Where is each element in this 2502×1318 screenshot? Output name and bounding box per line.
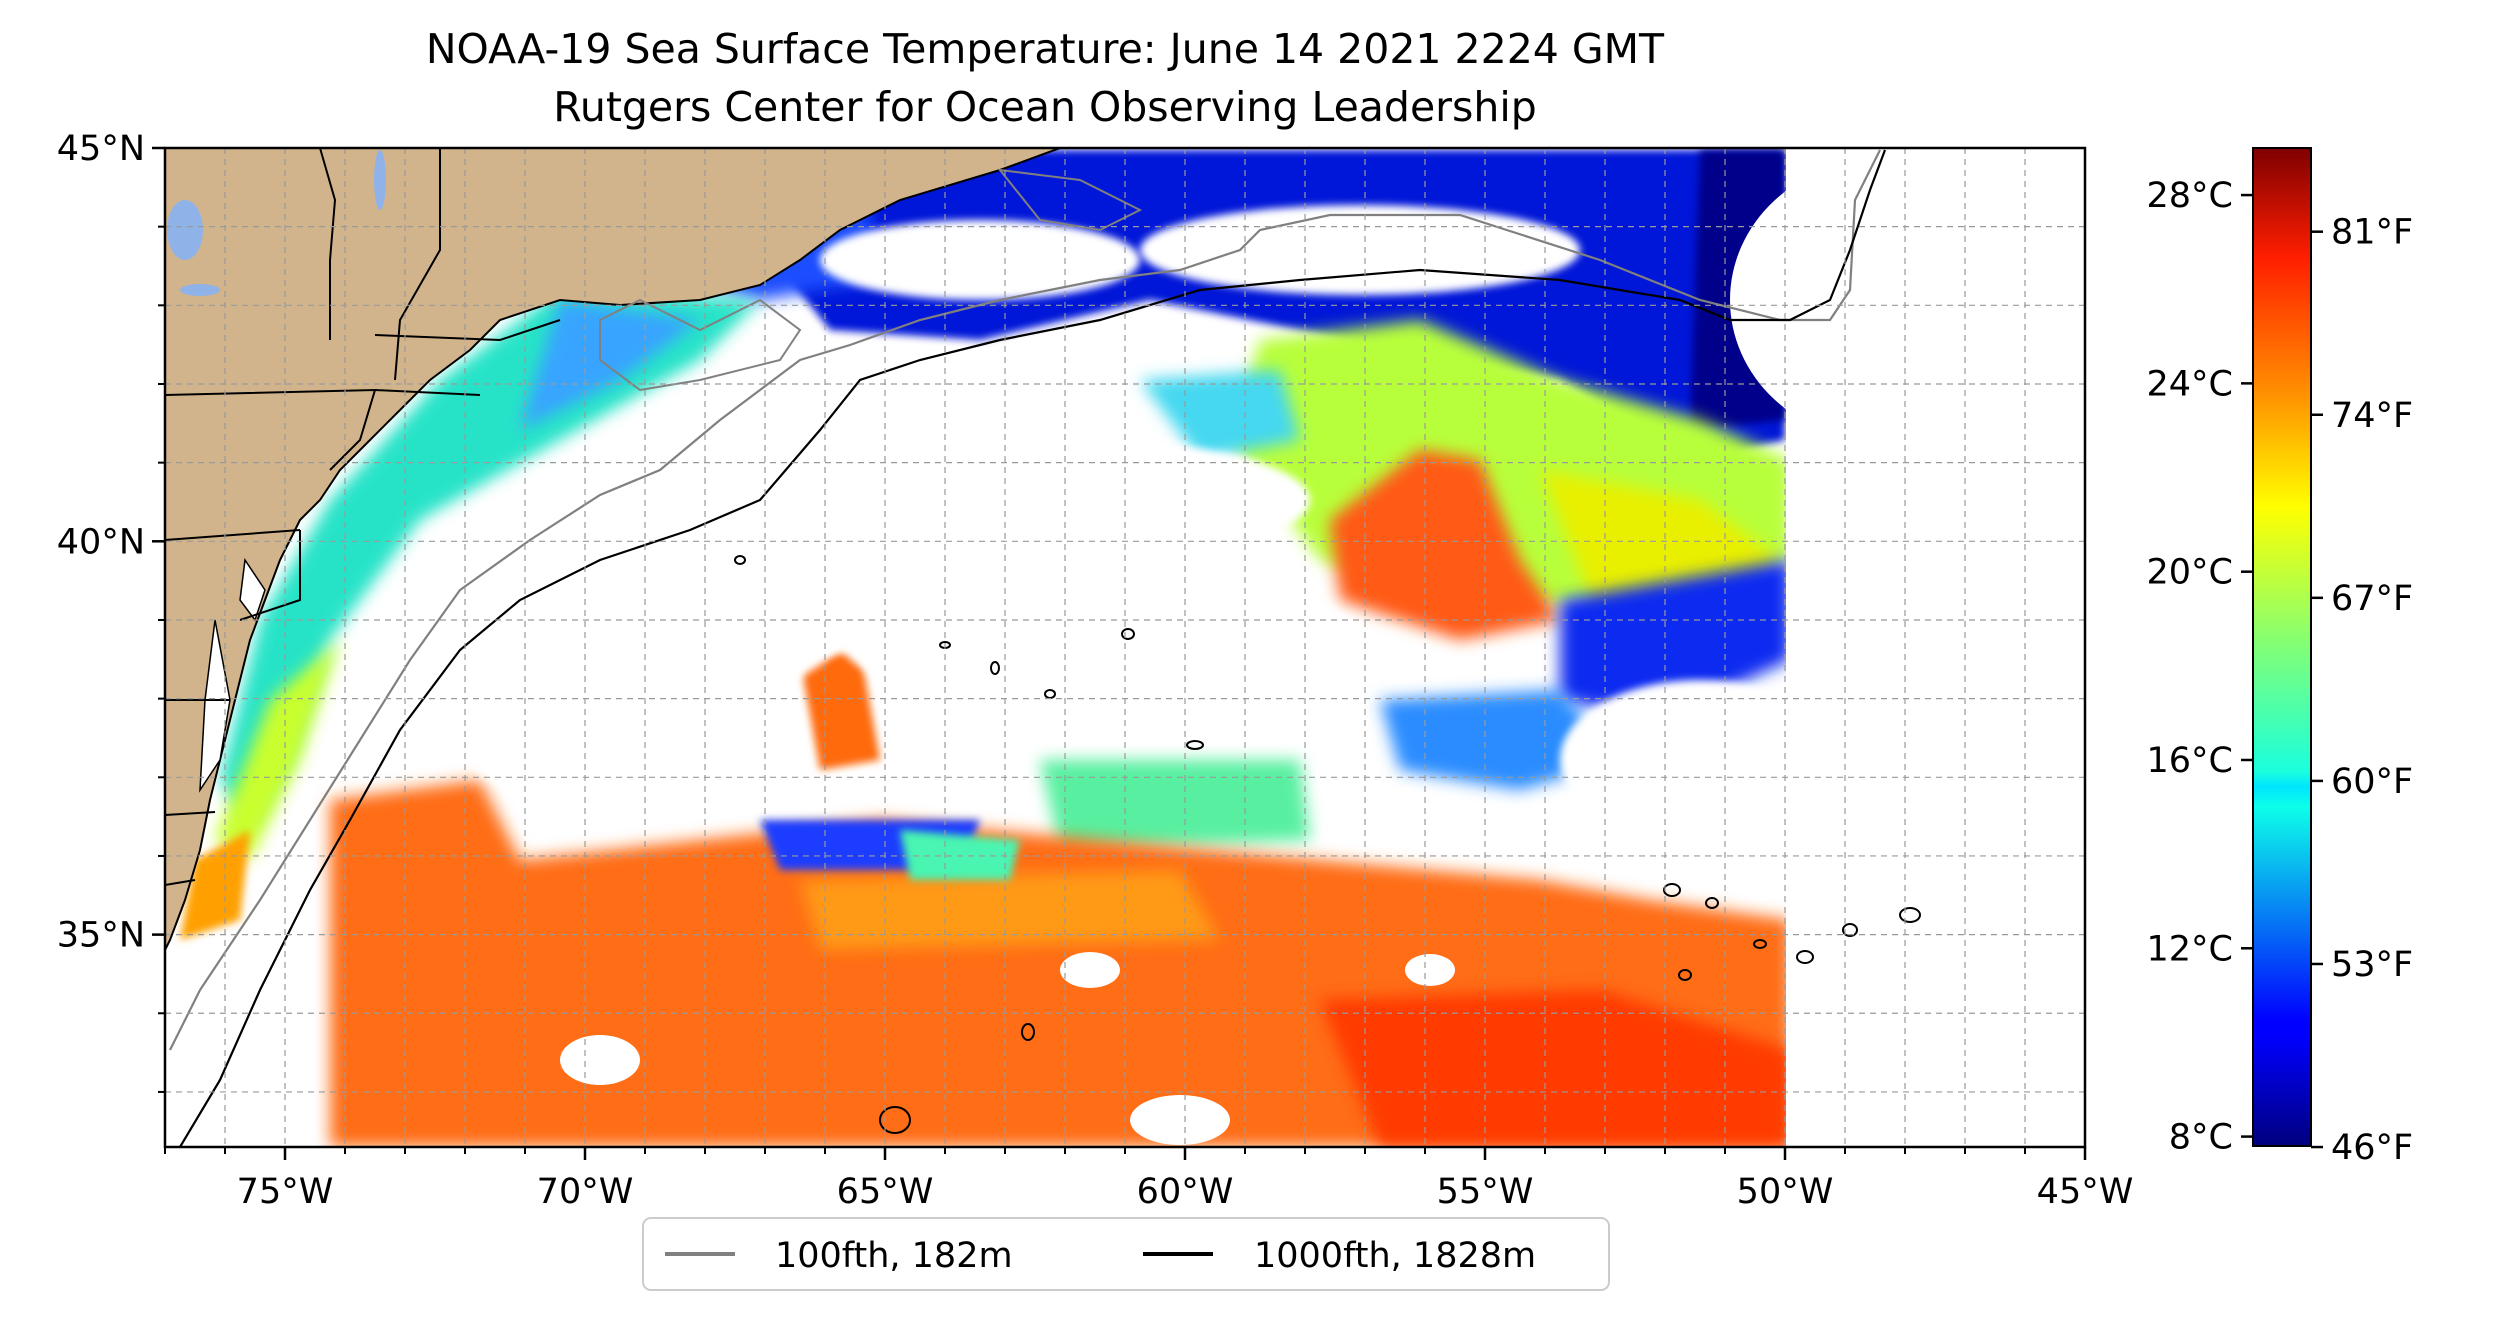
isobath-100fth: [169, 149, 1881, 1051]
lon-tick-label: 50°W: [1737, 1172, 1834, 1212]
lon-tick-label: 45°W: [2037, 1172, 2134, 1212]
celsius-tick-label: 16°C: [2147, 741, 2233, 781]
celsius-tick-label: 20°C: [2147, 553, 2233, 593]
map-ticks: 75°W 70°W 65°W 60°W 55°W 50°W 45°W 45°N 40°N 35°N: [57, 129, 2134, 1212]
fahrenheit-tick-label: 60°F: [2331, 762, 2413, 802]
fahrenheit-tick-label: 67°F: [2331, 579, 2413, 619]
legend-label-100fth: 100fth, 182m: [775, 1236, 1013, 1276]
lon-tick-label: 75°W: [237, 1172, 334, 1212]
lon-tick-label: 65°W: [837, 1172, 934, 1212]
lon-tick-label: 55°W: [1437, 1172, 1534, 1212]
legend-label-1000fth: 1000fth, 1828m: [1254, 1236, 1536, 1276]
state-borders: [165, 148, 561, 886]
fahrenheit-tick-label: 74°F: [2331, 396, 2413, 436]
fahrenheit-tick-label: 53°F: [2331, 945, 2413, 985]
lat-tick-label: 40°N: [57, 522, 145, 562]
map-title: NOAA-19 Sea Surface Temperature: June 14…: [425, 25, 1665, 73]
celsius-tick-label: 12°C: [2147, 929, 2233, 969]
celsius-tick-label: 24°C: [2147, 364, 2233, 404]
lat-tick-label: 35°N: [57, 916, 145, 956]
celsius-tick-label: 28°C: [2147, 176, 2233, 216]
legend: 100fth, 182m 1000fth, 1828m: [642, 1217, 1610, 1291]
lon-tick-label: 60°W: [1137, 1172, 1234, 1212]
land-mass: [165, 148, 1061, 951]
isobath-1000fth: [179, 149, 1887, 1147]
seamount-contours: [734, 555, 1921, 1134]
colorbar: [2252, 147, 2312, 1147]
lon-tick-label: 70°W: [537, 1172, 634, 1212]
colorbar-ticks: 28°C 24°C 20°C 16°C 12°C 8°C 81°F 74°F 67°F 60°F 5…: [2147, 176, 2414, 1168]
fahrenheit-tick-label: 46°F: [2331, 1128, 2413, 1168]
legend-box: [642, 1217, 1610, 1291]
lat-tick-label: 45°N: [57, 129, 145, 169]
map-subtitle: Rutgers Center for Ocean Observing Leade…: [553, 83, 1537, 131]
celsius-tick-label: 8°C: [2169, 1118, 2233, 1158]
fahrenheit-tick-label: 81°F: [2331, 213, 2413, 253]
